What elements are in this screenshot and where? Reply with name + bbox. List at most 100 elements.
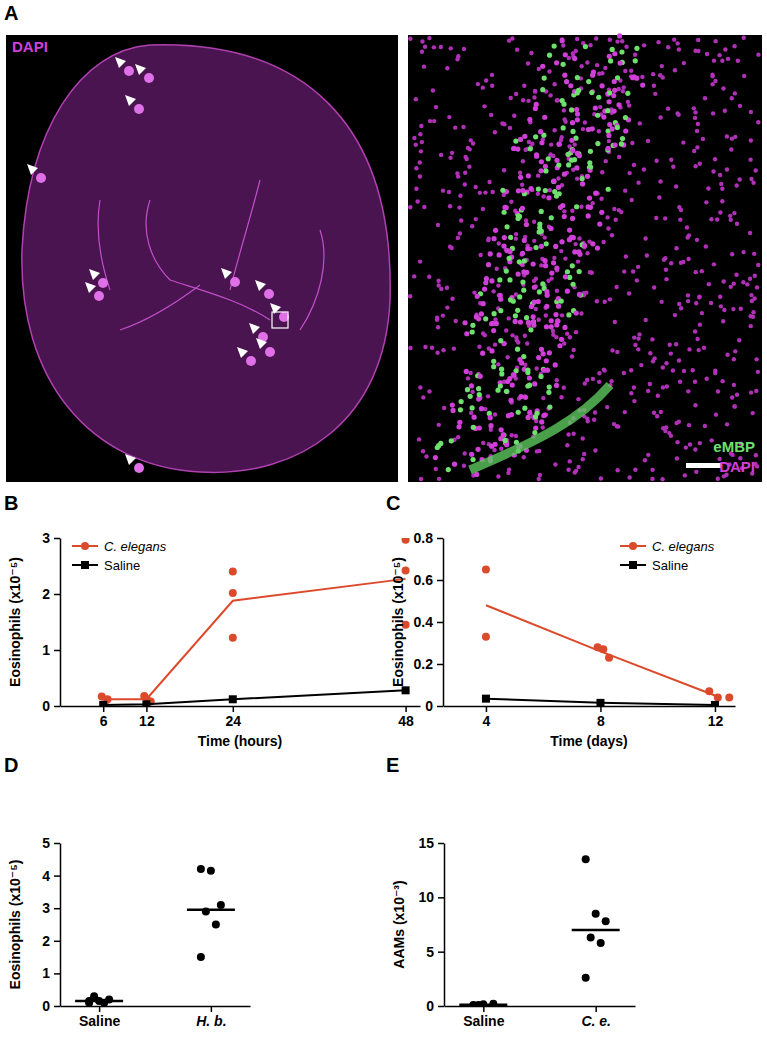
airway (98, 200, 110, 290)
nucleus (575, 117, 580, 122)
nucleus (519, 360, 524, 365)
nucleus (470, 224, 474, 228)
nucleus (725, 134, 729, 138)
nucleus (469, 411, 473, 415)
nucleus (700, 269, 704, 273)
nucleus (615, 39, 619, 43)
x-axis: Saline H. b. (61, 1006, 251, 1029)
nucleus (549, 270, 554, 275)
nucleus (527, 410, 532, 415)
marker (402, 538, 410, 544)
nucleus (665, 384, 669, 388)
tick: 0.8 (414, 530, 443, 546)
nucleus (635, 278, 639, 282)
tick-mark (54, 706, 60, 708)
nucleus (663, 216, 667, 220)
marker (605, 654, 613, 662)
tick: H. b. (196, 1006, 226, 1029)
nucleus (652, 411, 656, 415)
nucleus (585, 174, 590, 179)
nucleus (704, 244, 708, 248)
nucleus (450, 402, 455, 407)
nucleus (509, 96, 513, 100)
y-axis-line (60, 844, 62, 1007)
nucleus (697, 295, 701, 299)
tick: 1 (42, 642, 60, 658)
eosinophil (570, 282, 575, 287)
nucleus (586, 204, 591, 209)
nucleus (428, 119, 432, 123)
nucleus (718, 295, 722, 299)
lesion (264, 289, 274, 299)
legend-entry: C. elegans (620, 539, 715, 554)
nucleus (616, 102, 621, 107)
nucleus (580, 181, 585, 186)
nucleus (554, 158, 559, 163)
nucleus (607, 122, 612, 127)
nucleus (520, 188, 525, 193)
y-axis-line (444, 844, 446, 1007)
nucleus (513, 319, 518, 324)
x-axis: SalineC. e. (445, 1006, 636, 1029)
nucleus (514, 232, 518, 236)
tick-label: 6 (100, 713, 108, 729)
nucleus (540, 64, 545, 69)
nucleus (677, 302, 681, 306)
marker (99, 701, 107, 706)
nucleus (749, 324, 753, 328)
nucleus (559, 135, 563, 139)
tick: Saline (79, 1006, 120, 1029)
nucleus (694, 270, 698, 274)
nucleus (718, 173, 722, 177)
chart: D012345Eosinophils (x10⁻⁵)SalineH. b. (4, 754, 251, 1029)
nucleus (683, 473, 687, 477)
nucleus (576, 465, 580, 469)
eosinophil (469, 405, 474, 410)
nucleus (659, 300, 663, 304)
nucleus (732, 404, 736, 408)
nucleus (652, 84, 656, 88)
eosinophil (565, 152, 570, 157)
nucleus (469, 383, 474, 388)
nucleus (450, 151, 454, 155)
nucleus (634, 76, 639, 81)
eosinophil (498, 338, 503, 343)
nucleus (643, 236, 647, 240)
nucleus (559, 337, 564, 342)
nucleus (643, 458, 647, 462)
nucleus (525, 246, 530, 251)
data-point (582, 974, 590, 982)
nucleus (710, 82, 714, 86)
nucleus (562, 325, 567, 330)
tick-mark (437, 538, 443, 540)
nucleus (575, 37, 579, 41)
tick-mark (483, 1006, 485, 1012)
arrowhead (135, 64, 146, 75)
lesion (124, 66, 134, 76)
nucleus (713, 39, 717, 43)
y-axis-title: Eosinophils (x10⁻⁵) (7, 557, 23, 687)
nucleus (496, 362, 500, 366)
nucleus (674, 421, 678, 425)
nucleus (732, 281, 736, 285)
eosinophil (503, 438, 508, 443)
nucleus (554, 60, 559, 65)
eosinophil (533, 134, 538, 139)
nucleus (551, 333, 555, 337)
nucleus (539, 263, 543, 267)
nucleus (629, 368, 633, 372)
nucleus (490, 73, 494, 77)
data-point (597, 939, 605, 947)
nucleus (534, 102, 539, 107)
nucleus (716, 389, 720, 393)
nucleus (632, 385, 636, 389)
nucleus (467, 164, 471, 168)
nucleus (656, 40, 660, 44)
nucleus (541, 368, 546, 373)
nucleus (532, 219, 536, 223)
legend-marker (81, 542, 89, 550)
nucleus (556, 185, 561, 190)
tick-label: 0.4 (414, 614, 434, 630)
eosinophil (559, 299, 564, 304)
nucleus (728, 214, 732, 218)
